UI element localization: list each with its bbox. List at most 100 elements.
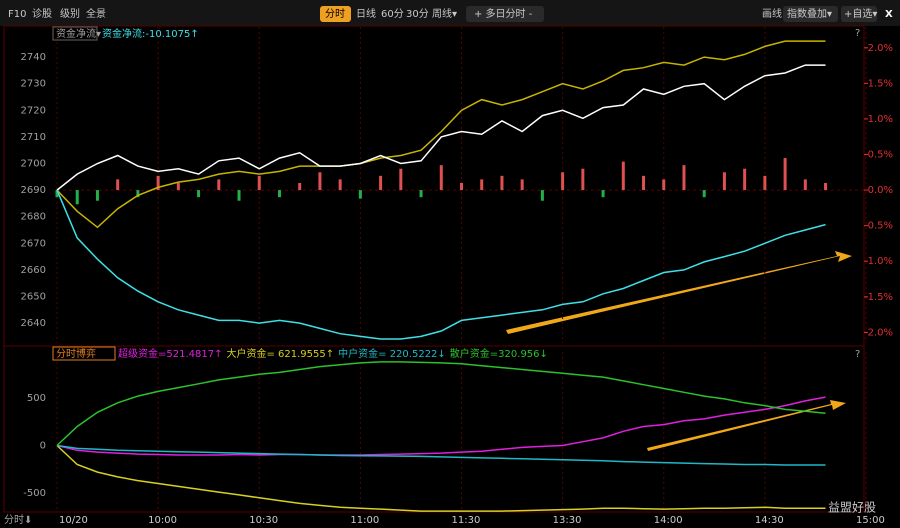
bar (500, 175, 504, 191)
bar (379, 175, 383, 191)
y2-tick-label: -1.0% (864, 256, 893, 267)
bar (358, 190, 362, 199)
x-tick-label: 10:30 (249, 515, 278, 526)
period-active-bg (320, 6, 351, 22)
bar (399, 168, 403, 191)
y2-tick-label: 0.5% (868, 150, 893, 161)
x-tick-label: 11:00 (350, 515, 379, 526)
y-tick-label: 2660 (21, 265, 46, 276)
x-tick-label: 14:30 (755, 515, 784, 526)
x-tick-label: 13:30 (553, 515, 582, 526)
bar (217, 179, 221, 191)
series-line (56, 444, 826, 466)
multi-day-bg (466, 6, 544, 22)
toolbar-button[interactable]: 指数叠加▾ (787, 7, 832, 20)
indicator-box (52, 26, 98, 41)
indicator-value: 资金净流:-10.1075↑ (102, 27, 199, 40)
bar (540, 190, 544, 201)
panel-label-box (52, 346, 116, 361)
bar (642, 175, 646, 191)
series-line (56, 40, 826, 229)
multi-day-button[interactable]: + 多日分时 - (474, 7, 533, 20)
bar (277, 190, 281, 198)
legend-entry: 超级资金=521.4817↑ (118, 347, 222, 360)
y-tick-label: 2640 (21, 318, 46, 329)
bar (601, 190, 605, 198)
bar (682, 165, 686, 191)
y2-tick-label: -2.0% (864, 327, 893, 338)
y2-tick-label: -0.5% (864, 221, 893, 232)
toolbar-button[interactable]: 诊股 (32, 7, 52, 20)
bar (419, 190, 423, 198)
legend-entry: 散户资金=320.956↓ (450, 347, 548, 360)
bar (237, 190, 241, 201)
bar (95, 190, 99, 201)
legend-entry: 中户资金= 220.5222↓ (338, 347, 446, 360)
bar (803, 179, 807, 191)
bar (136, 190, 140, 198)
y2-tick-label: 0.0% (868, 185, 893, 196)
y-tick-label: 2690 (21, 185, 46, 196)
y-tick-label: 2710 (21, 132, 46, 143)
toolbar-button[interactable]: +自选▾ (844, 7, 877, 20)
y-tick-label: 2680 (21, 212, 46, 223)
legend-entry: 大户资金= 621.9555↑ (226, 347, 334, 360)
series-line (56, 64, 826, 191)
bar (460, 182, 463, 191)
period-button[interactable]: 30分 (406, 8, 429, 20)
bar (722, 172, 726, 191)
period-button[interactable]: 日线 (356, 7, 376, 20)
bar (824, 182, 828, 191)
series-line (56, 361, 826, 447)
toolbar-button[interactable]: 级别 (60, 8, 80, 20)
y-tick-label: 500 (27, 393, 46, 404)
bar (318, 172, 322, 191)
bar (520, 179, 524, 191)
y-tick-label: 2700 (21, 158, 46, 169)
toolbar (0, 0, 900, 26)
indicator-label[interactable]: 资金净流▾ (56, 27, 101, 40)
y-tick-label: 2720 (21, 105, 46, 116)
bar (197, 190, 201, 198)
y2-tick-label: 1.5% (868, 78, 893, 89)
bar (581, 168, 585, 191)
close-button[interactable]: X (885, 9, 893, 20)
bar (116, 179, 120, 191)
bar (298, 182, 302, 191)
bar (621, 161, 625, 191)
period-button[interactable]: 60分 (381, 8, 404, 20)
y-tick-label: 0 (40, 441, 46, 452)
x-tick-label: 10:00 (148, 515, 177, 526)
bar (763, 175, 767, 191)
series-line (56, 444, 826, 512)
help-icon[interactable]: ? (855, 349, 860, 360)
period-button[interactable]: 周线▾ (432, 7, 457, 20)
bottom-tab[interactable]: 分时⬇ (4, 514, 32, 526)
toolbar-button[interactable]: F10 (8, 9, 26, 20)
bar (480, 179, 484, 191)
x-tick-label: 15:00 (856, 515, 885, 526)
bar (743, 168, 747, 191)
toolbar-button[interactable]: 画线 (762, 7, 782, 20)
bar (783, 158, 787, 191)
bar (561, 172, 565, 191)
bar (75, 190, 79, 205)
toolbar-button[interactable]: 全景 (86, 7, 106, 20)
x-tick-label: 10/20 (59, 515, 88, 526)
help-icon[interactable]: ? (855, 28, 860, 39)
y2-tick-label: -1.5% (864, 292, 893, 303)
panel-label[interactable]: 分时博弈 (56, 347, 96, 360)
bar (257, 175, 261, 191)
series-line (56, 189, 826, 340)
bar (702, 190, 706, 198)
bar (156, 175, 160, 191)
series-line (56, 396, 826, 456)
bar (662, 179, 666, 191)
period-button[interactable]: 分时 (325, 8, 345, 20)
y2-tick-label: 1.0% (868, 114, 893, 125)
trend-arrow (506, 251, 852, 334)
watchlist-bg (841, 6, 877, 22)
bar (176, 182, 180, 191)
